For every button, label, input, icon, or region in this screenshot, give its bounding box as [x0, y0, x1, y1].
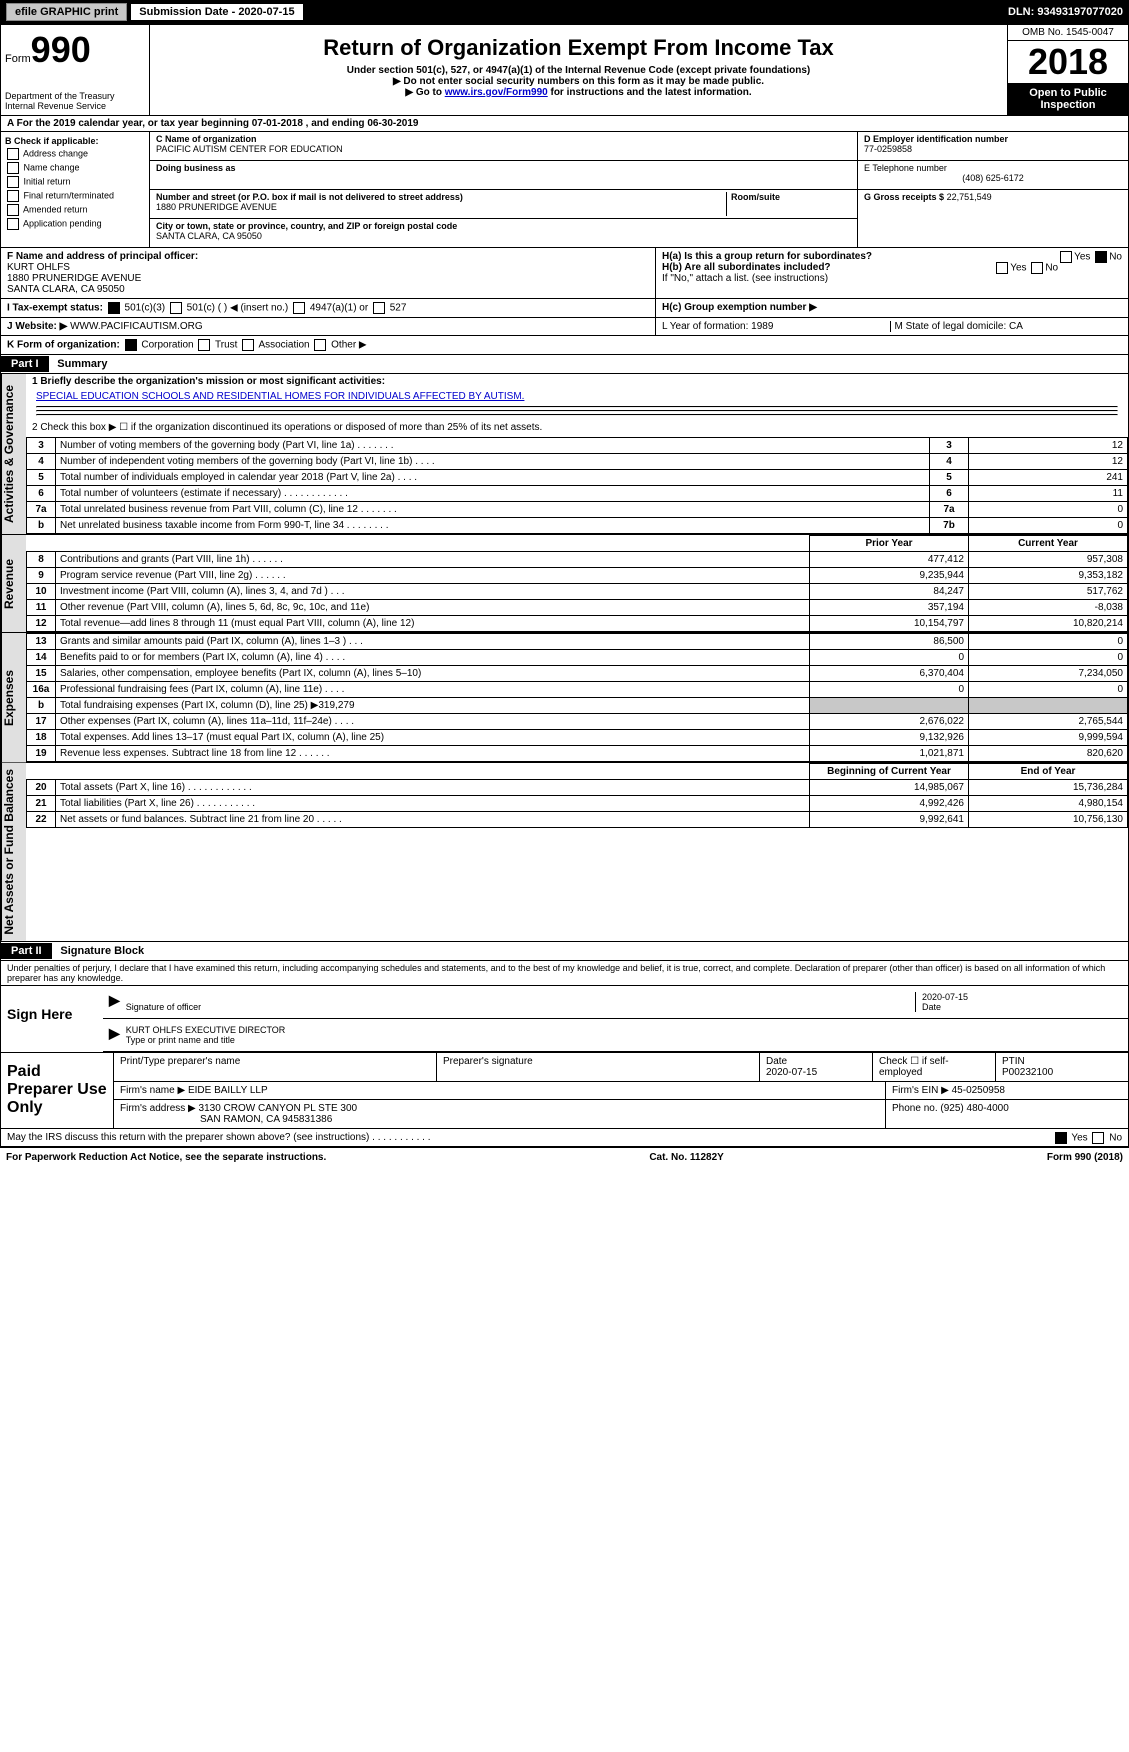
street-address: 1880 PRUNERIDGE AVENUE: [156, 202, 277, 212]
officer-name: KURT OHLFS: [7, 262, 649, 273]
ptin-value: P00232100: [1002, 1067, 1053, 1078]
part2-header: Part II: [1, 943, 52, 959]
subtitle-3: ▶ Go to www.irs.gov/Form990 for instruct…: [156, 87, 1001, 98]
submission-date: Submission Date - 2020-07-15: [131, 4, 302, 20]
state-domicile: M State of legal domicile: CA: [890, 321, 1123, 332]
dln-label: DLN: 93493197077020: [1008, 6, 1123, 18]
tab-netassets: Net Assets or Fund Balances: [1, 763, 26, 941]
box-b: B Check if applicable: Address change Na…: [1, 132, 150, 247]
paid-preparer-label: Paid Preparer Use Only: [1, 1053, 113, 1128]
dba-label: Doing business as: [156, 163, 851, 173]
row-a-calendar: A For the 2019 calendar year, or tax yea…: [1, 116, 1128, 132]
tax-year: 2018: [1008, 41, 1128, 83]
irs-link[interactable]: www.irs.gov/Form990: [445, 87, 548, 98]
officer-signed-name: KURT OHLFS EXECUTIVE DIRECTOR: [126, 1025, 286, 1035]
omb-number: OMB No. 1545-0047: [1008, 25, 1128, 41]
tab-governance: Activities & Governance: [1, 374, 26, 534]
sign-here-label: Sign Here: [1, 986, 103, 1052]
ein-value: 77-0259858: [864, 144, 1122, 154]
part1-header: Part I: [1, 356, 49, 372]
org-name: PACIFIC AUTISM CENTER FOR EDUCATION: [156, 144, 343, 154]
footer-right: Form 990 (2018): [1047, 1152, 1123, 1163]
department-label: Department of the Treasury Internal Reve…: [5, 91, 145, 111]
subtitle-1: Under section 501(c), 527, or 4947(a)(1)…: [156, 65, 1001, 76]
phone-value: (408) 625-6172: [864, 173, 1122, 183]
form-title: Return of Organization Exempt From Incom…: [156, 35, 1001, 61]
gross-receipts: 22,751,549: [947, 192, 992, 202]
tab-revenue: Revenue: [1, 535, 26, 632]
perjury-statement: Under penalties of perjury, I declare th…: [1, 961, 1128, 986]
year-formation: L Year of formation: 1989: [662, 321, 890, 332]
mission-text: SPECIAL EDUCATION SCHOOLS AND RESIDENTIA…: [26, 389, 1128, 404]
tab-expenses: Expenses: [1, 633, 26, 762]
city-state-zip: SANTA CLARA, CA 95050: [156, 231, 262, 241]
open-to-public: Open to Public Inspection: [1008, 83, 1128, 115]
website-value: WWW.PACIFICAUTISM.ORG: [70, 321, 203, 332]
firm-name: EIDE BAILLY LLP: [188, 1085, 268, 1096]
footer-center: Cat. No. 11282Y: [649, 1152, 723, 1163]
efile-button[interactable]: efile GRAPHIC print: [6, 3, 127, 21]
form-number-box: Form990 Department of the Treasury Inter…: [1, 25, 150, 115]
subtitle-2: ▶ Do not enter social security numbers o…: [156, 76, 1001, 87]
org-name-label: C Name of organization: [156, 134, 851, 144]
footer-left: For Paperwork Reduction Act Notice, see …: [6, 1152, 326, 1163]
